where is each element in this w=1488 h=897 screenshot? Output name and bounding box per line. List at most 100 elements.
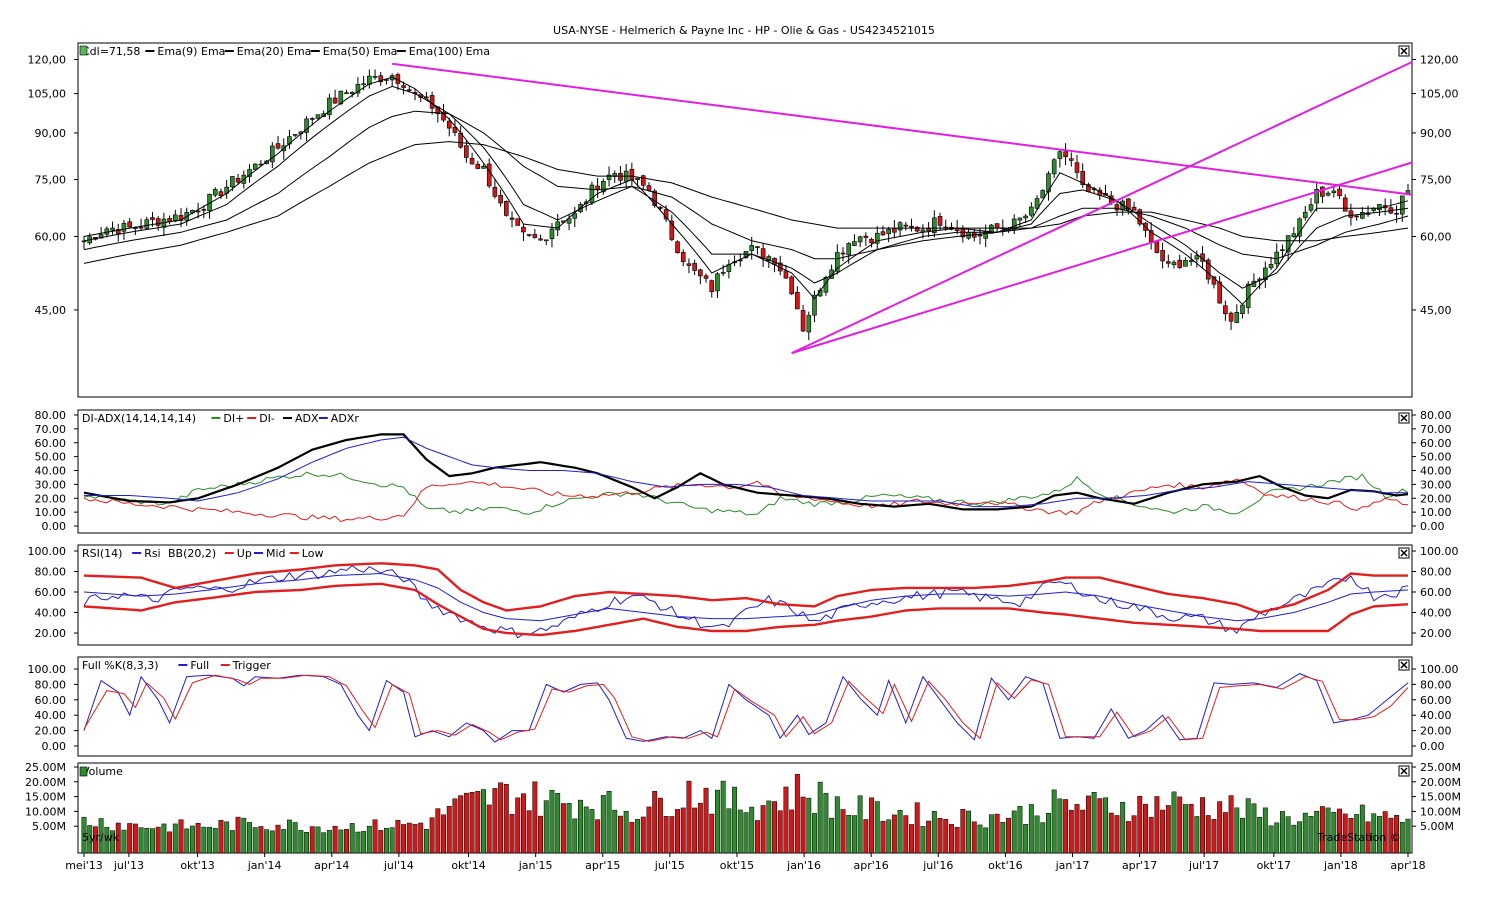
volume-bar — [1262, 807, 1268, 854]
y-tick-label: 10.00M — [1420, 805, 1461, 818]
volume-bar — [589, 809, 595, 854]
legend-item: Ema(50) — [323, 45, 370, 58]
candle — [543, 239, 549, 242]
volume-bar — [680, 807, 686, 854]
candle — [977, 234, 983, 237]
volume-bar — [937, 818, 943, 854]
volume-bar — [675, 809, 680, 854]
candle — [155, 218, 161, 226]
volume-bar — [1160, 809, 1166, 854]
volume-bar — [138, 827, 144, 854]
volume-bar — [1342, 813, 1348, 854]
y-tick-label: 70.00 — [1420, 423, 1452, 436]
volume-bar — [201, 826, 207, 854]
y-tick-label: 120,00 — [1420, 53, 1459, 66]
volume-bar — [749, 806, 755, 854]
candle — [857, 236, 863, 243]
candle — [1051, 159, 1057, 175]
ema-line — [83, 76, 1409, 306]
volume-bar — [931, 810, 937, 854]
candle — [1223, 305, 1228, 315]
candle — [110, 227, 115, 231]
volume-bar — [189, 825, 195, 854]
legend-item: DI-ADX(14,14,14,14) — [82, 412, 196, 425]
y-tick-label: 40.00 — [1420, 709, 1452, 722]
candle — [709, 280, 715, 292]
candle — [498, 195, 503, 204]
candle — [212, 189, 218, 196]
volume-bar — [920, 826, 926, 854]
legend-item: Volume — [82, 765, 123, 778]
candle — [406, 89, 412, 92]
y-tick-label: 100.00 — [28, 545, 67, 558]
candle — [566, 218, 572, 224]
volume-bar — [891, 814, 897, 854]
candle — [332, 97, 338, 104]
volume-bar — [1394, 815, 1400, 854]
volume-bar — [469, 792, 475, 854]
candle — [144, 219, 150, 229]
volume-bar — [880, 820, 886, 854]
volume-bar — [1080, 809, 1086, 854]
candle — [481, 166, 486, 169]
candle — [789, 276, 794, 295]
volume-bar — [1365, 821, 1371, 854]
watermark-copyright: TradeStation © — [1316, 831, 1401, 844]
y-tick-label: 100.00 — [1420, 663, 1459, 676]
x-tick-label: jul'15 — [654, 859, 685, 872]
candle — [349, 91, 355, 94]
volume-bar — [743, 812, 749, 854]
y-tick-label: 60.00 — [35, 694, 67, 707]
candle — [618, 172, 623, 181]
candle — [1034, 198, 1040, 209]
volume-bar — [304, 831, 310, 854]
y-tick-label: 75,00 — [35, 173, 67, 186]
volume-bar — [1205, 815, 1211, 854]
candle — [304, 118, 309, 133]
candle — [464, 145, 469, 158]
candle — [1080, 171, 1086, 185]
x-tick-label: okt'14 — [451, 859, 485, 872]
y-tick-label: 60.00 — [1420, 586, 1452, 599]
volume-bar — [977, 824, 983, 854]
volume-bar — [1348, 817, 1354, 854]
candle — [127, 221, 132, 228]
volume-bar — [110, 830, 115, 854]
y-tick-label: 80.00 — [35, 409, 67, 422]
x-tick-label: mei'13 — [65, 859, 103, 872]
volume-bar — [229, 830, 235, 854]
volume-bar — [321, 832, 327, 854]
candle — [1320, 186, 1325, 197]
candle — [1160, 250, 1165, 262]
volume-bar — [184, 828, 190, 854]
volume-bar — [789, 809, 795, 854]
candle — [1188, 260, 1194, 262]
candle — [538, 238, 543, 241]
candle-legend-icon — [79, 45, 88, 56]
candle — [81, 240, 87, 243]
candle — [1234, 312, 1240, 323]
candle — [840, 252, 846, 255]
legend-item: ADX — [295, 412, 319, 425]
volume-bar — [1257, 817, 1263, 854]
volume-bar — [1331, 811, 1337, 854]
candle — [686, 263, 692, 266]
volume-bar — [800, 796, 806, 854]
x-tick-label: jan'14 — [247, 859, 282, 872]
volume-bar — [1228, 795, 1234, 854]
panel-frame-stoch — [77, 656, 1413, 757]
volume-bar — [709, 813, 715, 854]
volume-bar — [389, 827, 395, 854]
candle — [835, 252, 840, 272]
candle — [452, 126, 458, 133]
volume-bar — [754, 820, 760, 854]
volume-bar — [349, 823, 355, 854]
y-tick-label: 105,00 — [1420, 88, 1459, 101]
volume-bar — [726, 808, 732, 854]
y-tick-label: 80.00 — [35, 678, 67, 691]
volume-bar — [1068, 809, 1074, 854]
legend-item: Ema(20) — [237, 45, 284, 58]
volume-bar — [429, 817, 435, 854]
candle — [361, 83, 366, 86]
